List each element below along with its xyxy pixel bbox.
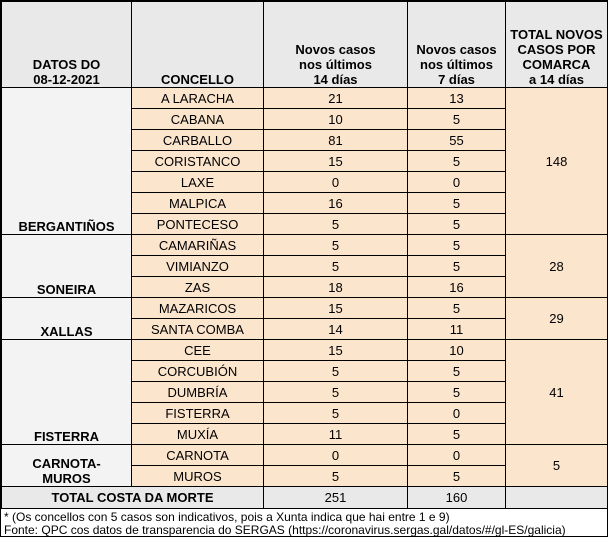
cases-7d-cell: 0 [407, 171, 506, 193]
cases-7d-cell: 5 [407, 381, 506, 403]
concello-cell: CORISTANCO [131, 150, 264, 172]
comarca-cell-carnota-muros: CARNOTA- MUROS [1, 444, 132, 487]
cases-14d-cell: 5 [263, 381, 408, 403]
cases-7d-cell: 0 [407, 444, 506, 466]
table-row: CABANA 10 5 [2, 108, 608, 130]
table-row: XALLAS MAZARICOS 15 5 29 [1, 297, 608, 340]
cases-14d-cell: 15 [263, 150, 408, 172]
cases-7d-cell: 0 [407, 402, 506, 424]
total-cases-7d-cell: 160 [407, 486, 506, 509]
comarca-cell-xallas: XALLAS [1, 297, 132, 340]
table-row: CORISTANCO 15 5 [2, 150, 608, 172]
concello-cell: CARNOTA [131, 444, 264, 466]
table-row: CARNOTA- MUROS CARNOTA 0 0 5 [1, 444, 608, 487]
cases-7d-cell: 5 [407, 192, 506, 214]
concello-cell: CAMARIÑAS [131, 234, 264, 256]
header-row: DATOS DO 08-12-2021 CONCELLO Novos casos… [1, 1, 608, 88]
table-row: FISTERRA CEE 15 10 41 [1, 339, 608, 445]
cases-14d-cell: 5 [263, 360, 408, 382]
concello-cell: CABANA [131, 108, 264, 130]
cases-14d-cell: 5 [263, 213, 408, 235]
cases-14d-cell: 21 [263, 87, 408, 109]
table-row: SANTA COMBA 14 11 [2, 318, 608, 340]
concello-cell: ZAS [131, 276, 264, 298]
comarca-total-cell-carnota-muros: 5 [505, 444, 608, 487]
footnote-indicative: * (Os concellos con 5 casos son indicati… [4, 510, 450, 524]
concello-cell: VIMIANZO [131, 255, 264, 277]
comarca-cell-soneira: SONEIRA [1, 234, 132, 298]
cases-7d-cell: 5 [407, 108, 506, 130]
cases-14d-cell: 5 [263, 255, 408, 277]
header-concello: CONCELLO [131, 1, 264, 88]
concello-cell: PONTECESO [131, 213, 264, 235]
concello-cell: CEE [131, 339, 264, 361]
cases-14d-cell: 14 [263, 318, 408, 340]
total-cases-14d-cell: 251 [263, 486, 408, 509]
header-total-comarca: TOTAL NOVOS CASOS POR COMARCA a 14 días [505, 1, 608, 88]
table-row: PONTECESO 5 5 [2, 213, 608, 235]
table-row: BERGANTIÑOS A LARACHA 21 13 148 [1, 87, 608, 235]
table-row: MUROS 5 5 [2, 465, 608, 487]
cases-7d-cell: 5 [407, 255, 506, 277]
cases-7d-cell: 5 [407, 297, 506, 319]
cases-14d-cell: 5 [263, 234, 408, 256]
header-date: DATOS DO 08-12-2021 [1, 1, 132, 88]
concello-cell: CARBALLO [131, 129, 264, 151]
cases-7d-cell: 5 [407, 423, 506, 445]
cases-7d-cell: 10 [407, 339, 506, 361]
cases-14d-cell: 5 [263, 402, 408, 424]
cases-14d-cell: 16 [263, 192, 408, 214]
table-row: MALPICA 16 5 [2, 192, 608, 214]
concello-cell: A LARACHA [131, 87, 264, 109]
concello-cell: MUROS [131, 465, 264, 487]
cases-14d-cell: 0 [263, 171, 408, 193]
concello-cell: MALPICA [131, 192, 264, 214]
cases-14d-cell: 5 [263, 465, 408, 487]
concello-cell: DUMBRÍA [131, 381, 264, 403]
concello-cell: LAXE [131, 171, 264, 193]
cases-7d-cell: 5 [407, 360, 506, 382]
cases-14d-cell: 15 [263, 339, 408, 361]
total-empty-cell [505, 486, 608, 509]
cases-14d-cell: 18 [263, 276, 408, 298]
cases-7d-cell: 5 [407, 150, 506, 172]
total-row: TOTAL COSTA DA MORTE 251 160 [1, 486, 608, 509]
cases-7d-cell: 11 [407, 318, 506, 340]
comarca-cell-fisterra: FISTERRA [1, 339, 132, 445]
comarca-total-cell-soneira: 28 [505, 234, 608, 298]
concello-cell: MUXÍA [131, 423, 264, 445]
footnotes: * (Os concellos con 5 casos son indicati… [1, 509, 607, 539]
total-label-cell: TOTAL COSTA DA MORTE [1, 486, 264, 509]
cases-7d-cell: 16 [407, 276, 506, 298]
table-row: LAXE 0 0 [2, 171, 608, 193]
concello-cell: FISTERRA [131, 402, 264, 424]
comarca-total-cell-bergantinos: 148 [505, 87, 608, 235]
cases-14d-cell: 0 [263, 444, 408, 466]
cases-7d-cell: 5 [407, 234, 506, 256]
concello-cell: MAZARICOS [131, 297, 264, 319]
footnote-source: Fonte: QPC cos datos de transparencia do… [4, 523, 566, 537]
cases-14d-cell: 11 [263, 423, 408, 445]
header-cases-14d: Novos casos nos últimos 14 días [263, 1, 408, 88]
comarca-total-cell-xallas: 29 [505, 297, 608, 340]
comarca-total-cell-fisterra: 41 [505, 339, 608, 445]
concello-cell: CORCUBIÓN [131, 360, 264, 382]
cases-7d-cell: 13 [407, 87, 506, 109]
table-row: VIMIANZO 5 5 [2, 255, 608, 277]
table-row: FISTERRA 5 0 [2, 402, 608, 424]
table-row: CARBALLO 81 55 [2, 129, 608, 151]
cases-14d-cell: 10 [263, 108, 408, 130]
cases-14d-cell: 15 [263, 297, 408, 319]
covid-cases-table: DATOS DO 08-12-2021 CONCELLO Novos casos… [1, 1, 608, 509]
cases-7d-cell: 5 [407, 213, 506, 235]
table-row: SONEIRA CAMARIÑAS 5 5 28 [1, 234, 608, 298]
concello-cell: SANTA COMBA [131, 318, 264, 340]
header-cases-7d: Novos casos nos últimos 7 días [407, 1, 506, 88]
cases-14d-cell: 81 [263, 129, 408, 151]
comarca-cell-bergantinos: BERGANTIÑOS [1, 87, 132, 235]
cases-7d-cell: 55 [407, 129, 506, 151]
cases-7d-cell: 5 [407, 465, 506, 487]
